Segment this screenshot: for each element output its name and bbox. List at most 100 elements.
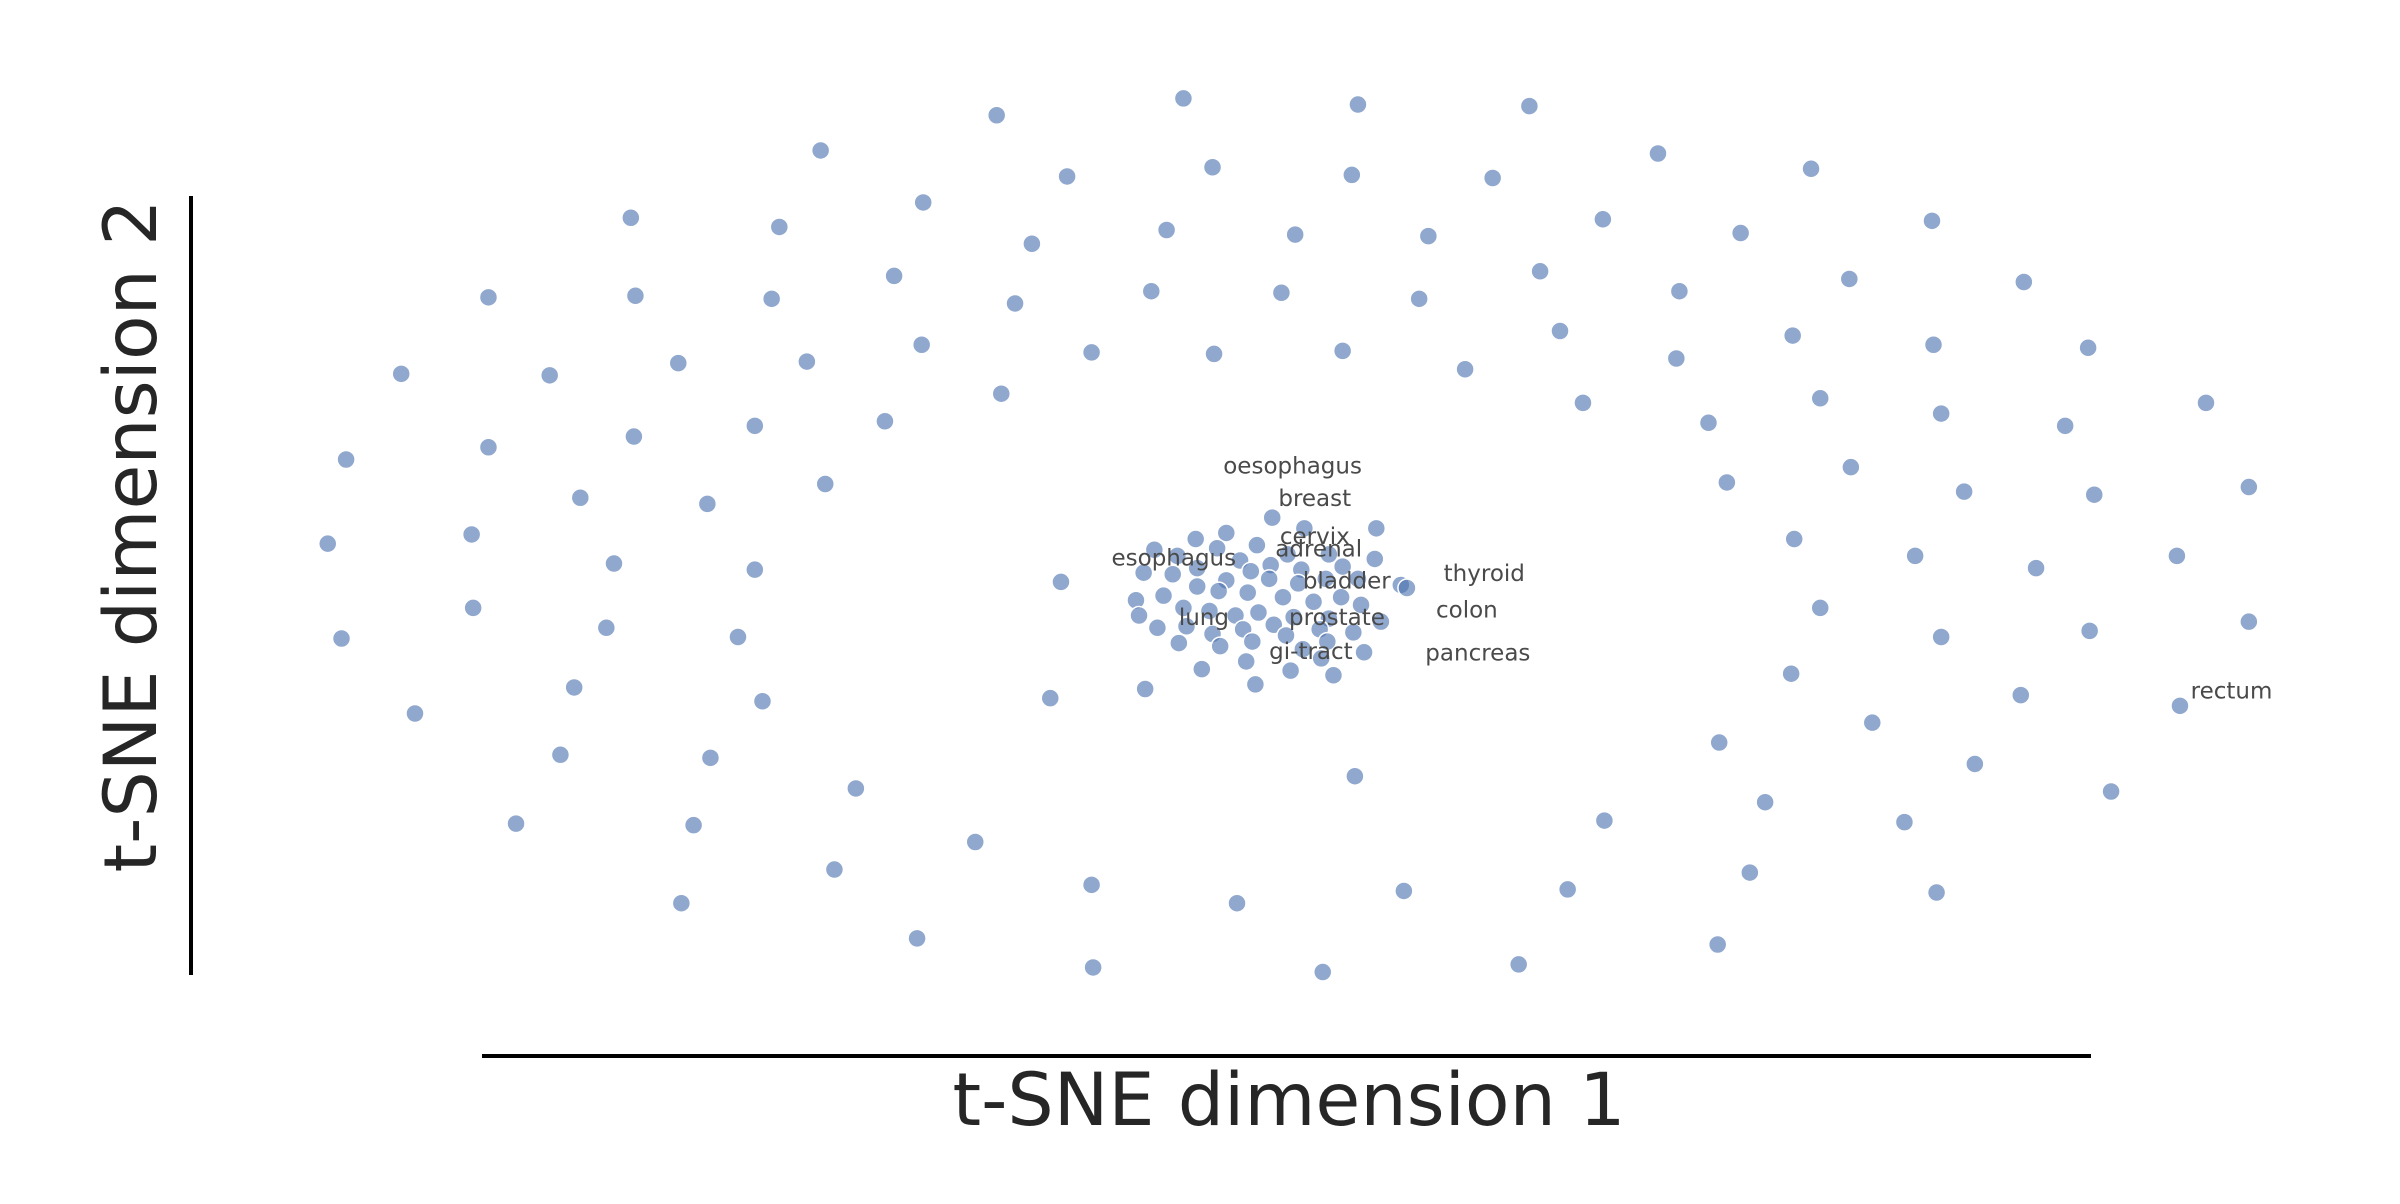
point [1237, 582, 1258, 603]
point [1262, 507, 1282, 528]
point [1245, 674, 1266, 695]
point [1081, 342, 1102, 363]
point [317, 533, 338, 554]
point [1271, 282, 1292, 303]
point [596, 618, 617, 638]
point [1331, 587, 1351, 607]
point [1241, 561, 1261, 581]
point [1666, 348, 1687, 369]
point [846, 778, 866, 799]
point [1192, 659, 1212, 679]
point [2011, 685, 2031, 705]
point [745, 416, 765, 436]
point [1311, 648, 1331, 669]
point [1248, 602, 1269, 623]
point [2055, 416, 2075, 436]
point [1135, 679, 1155, 699]
point [965, 832, 986, 852]
point [797, 351, 817, 372]
point [1455, 359, 1475, 379]
point [2026, 558, 2046, 578]
point [2196, 393, 2216, 413]
point [1317, 631, 1338, 652]
point [1755, 792, 1775, 812]
point [1922, 211, 1942, 231]
point [1923, 335, 1944, 355]
point [875, 411, 895, 431]
point [1204, 344, 1224, 364]
point [564, 677, 584, 698]
annotation: adrenal [1275, 536, 1362, 562]
point [1926, 882, 1947, 903]
point [1169, 633, 1189, 653]
point [1199, 601, 1220, 621]
point [506, 813, 526, 834]
point [1707, 934, 1728, 955]
point [1051, 572, 1071, 592]
point [1954, 481, 1974, 502]
point [1162, 564, 1183, 584]
point [1593, 209, 1613, 230]
annotation: gi-tract [1269, 639, 1353, 665]
point [604, 553, 624, 574]
point [1905, 546, 1925, 566]
point [1698, 413, 1719, 433]
point [991, 383, 1012, 404]
point [1648, 143, 1668, 164]
point [1242, 631, 1263, 652]
point [331, 628, 352, 649]
point [1210, 636, 1230, 656]
point [1285, 224, 1305, 245]
point [625, 286, 646, 306]
point [1288, 573, 1308, 594]
point [1167, 546, 1188, 566]
point [1781, 663, 1801, 684]
point [1810, 388, 1830, 409]
point [1740, 862, 1760, 883]
point [1247, 535, 1267, 555]
point [1144, 540, 1165, 560]
point [745, 559, 765, 580]
point [1931, 627, 1951, 647]
point [1312, 962, 1333, 982]
point [1005, 293, 1025, 314]
annotation: rectum [2191, 679, 2273, 705]
point [913, 192, 933, 213]
point [461, 524, 482, 545]
annotation: cervix [1280, 524, 1350, 550]
point [1236, 651, 1256, 672]
point [405, 703, 425, 724]
point [1207, 538, 1227, 558]
point [2101, 781, 2121, 802]
point [1187, 576, 1207, 597]
point [1782, 325, 1803, 346]
point [668, 353, 689, 373]
point [1669, 281, 1690, 301]
point [1323, 665, 1344, 685]
point [1717, 472, 1737, 493]
point [1351, 595, 1371, 615]
point [1283, 607, 1304, 627]
annotation: esophagus [1111, 545, 1236, 571]
point [1801, 159, 1821, 179]
point [463, 598, 483, 618]
annotation: lung [1179, 605, 1229, 631]
point [1332, 341, 1353, 361]
point [884, 266, 904, 286]
annotation: breast [1278, 486, 1351, 512]
point [621, 208, 641, 228]
annotation: bladder [1303, 568, 1391, 594]
point [1530, 261, 1550, 282]
point [2239, 611, 2259, 632]
point [1709, 732, 1729, 753]
point [478, 287, 499, 308]
point [1366, 518, 1387, 539]
annotation: prostate [1289, 605, 1385, 631]
point [391, 364, 411, 384]
point [1293, 639, 1313, 659]
point [1573, 393, 1593, 413]
point [824, 859, 845, 880]
point [539, 365, 560, 386]
